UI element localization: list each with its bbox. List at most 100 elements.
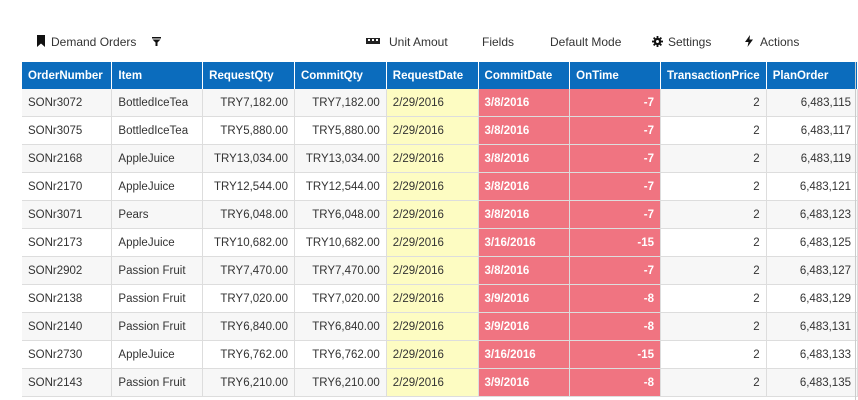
column-header[interactable]: RequestDate: [386, 62, 479, 89]
table-row: SONr2140 Passion Fruit TRY6,840.00 TRY6,840…: [22, 312, 858, 341]
table-cell: 2/29/2016: [386, 144, 479, 173]
table-cell: 2/29/2016: [386, 256, 479, 285]
table-cell: TRY7,020.00: [202, 284, 295, 313]
table-cell: 6,483,119: [766, 144, 858, 173]
table-cell: -7: [569, 89, 661, 117]
table-cell: 2: [660, 340, 767, 369]
table-cell: -7: [569, 172, 661, 201]
table-row: SONr3075 BottledIceTea TRY5,880.00 TRY5,880…: [22, 116, 858, 145]
table-cell: TRY12,544.00: [294, 172, 387, 201]
column-header[interactable]: OrderNumber: [22, 62, 113, 89]
table-cell: AppleJuice: [111, 340, 204, 369]
default-mode-button[interactable]: Default Mode: [550, 35, 622, 49]
table-cell: SONr2168: [22, 144, 113, 173]
table-cell: 6,483,133: [766, 340, 858, 369]
table-cell: 2: [660, 368, 767, 397]
filter-icon[interactable]: [152, 37, 161, 46]
column-header[interactable]: CommitDate: [478, 62, 571, 89]
table-row: SONr2902 Passion Fruit TRY7,470.00 TRY7,470…: [22, 256, 858, 285]
table-cell: TRY6,762.00: [294, 340, 387, 369]
table-cell: Passion Fruit: [111, 368, 204, 397]
demand-orders-button[interactable]: Demand Orders: [51, 35, 137, 49]
fields-button[interactable]: Fields: [482, 35, 515, 49]
table-cell: 3/8/2016: [478, 200, 571, 229]
table-cell: BottledIceTea: [111, 89, 204, 117]
table-cell: TRY6,840.00: [202, 312, 295, 341]
table-cell: 2/29/2016: [386, 312, 479, 341]
actions-button[interactable]: Actions: [760, 35, 800, 49]
table-cell: AppleJuice: [111, 172, 204, 201]
table-cell: 3/16/2016: [478, 340, 571, 369]
table-cell: SONr2173: [22, 228, 113, 257]
table-cell: 2/29/2016: [386, 228, 479, 257]
column-header[interactable]: RequestQty: [202, 62, 295, 89]
table-cell: SONr3075: [22, 116, 113, 145]
table-cell: TRY7,182.00: [202, 89, 295, 117]
header-row: OrderNumber Item RequestQty CommitQty Reques…: [22, 62, 858, 89]
table-cell: AppleJuice: [111, 228, 204, 257]
table-row: SONr2168 AppleJuice TRY13,034.00 TRY13,034.…: [22, 144, 858, 173]
table-cell: 3/8/2016: [478, 89, 571, 117]
table-cell: SONr3071: [22, 200, 113, 229]
table-cell: Passion Fruit: [111, 312, 204, 341]
table-cell: 6,483,131: [766, 312, 858, 341]
table-cell: TRY13,034.00: [294, 144, 387, 173]
table-cell: -7: [569, 116, 661, 145]
table-cell: SONr2140: [22, 312, 113, 341]
table-cell: Pears: [111, 200, 204, 229]
table-cell: TRY5,880.00: [294, 116, 387, 145]
table-cell: 2: [660, 172, 767, 201]
table-cell: 3/9/2016: [478, 284, 571, 313]
table-cell: 6,483,121: [766, 172, 858, 201]
gear-icon: [652, 36, 663, 47]
table-cell: TRY6,840.00: [294, 312, 387, 341]
table-cell: SONr2138: [22, 284, 113, 313]
table-cell: 2: [660, 312, 767, 341]
table-cell: TRY6,762.00: [202, 340, 295, 369]
table-cell: 2/29/2016: [386, 368, 479, 397]
table-cell: 2: [660, 89, 767, 117]
table-cell: 6,483,127: [766, 256, 858, 285]
table-cell: TRY6,048.00: [202, 200, 295, 229]
table-cell: SONr2143: [22, 368, 113, 397]
table-row: SONr2143 Passion Fruit TRY6,210.00 TRY6,210…: [22, 368, 858, 397]
table-cell: 3/9/2016: [478, 368, 571, 397]
table-cell: 6,483,125: [766, 228, 858, 257]
table-cell: 2/29/2016: [386, 284, 479, 313]
table-cell: -15: [569, 340, 661, 369]
table-cell: -7: [569, 200, 661, 229]
table-cell: 3/9/2016: [478, 312, 571, 341]
table-cell: TRY7,182.00: [294, 89, 387, 117]
unit-amount-button[interactable]: Unit Amout: [389, 35, 448, 49]
table-cell: TRY7,020.00: [294, 284, 387, 313]
table-cell: TRY6,210.00: [294, 368, 387, 397]
table-row: SONr2730 AppleJuice TRY6,762.00 TRY6,762.00…: [22, 340, 858, 369]
table-cell: -7: [569, 144, 661, 173]
table-cell: Passion Fruit: [111, 284, 204, 313]
table-cell: Passion Fruit: [111, 256, 204, 285]
column-header[interactable]: Item: [111, 62, 204, 89]
table-cell: -8: [569, 284, 661, 313]
column-header[interactable]: CommitQty: [294, 62, 387, 89]
table-cell: 2/29/2016: [386, 340, 479, 369]
table-cell: TRY6,210.00: [202, 368, 295, 397]
table-cell: 2/29/2016: [386, 172, 479, 201]
table-cell: -7: [569, 256, 661, 285]
settings-button[interactable]: Settings: [668, 35, 712, 49]
column-header[interactable]: PlanOrder: [766, 62, 858, 89]
column-header[interactable]: TransactionPrice: [660, 62, 767, 89]
table-cell: TRY12,544.00: [202, 172, 295, 201]
table-cell: SONr2902: [22, 256, 113, 285]
table-cell: 6,483,115: [766, 89, 858, 117]
table-cell: 2: [660, 144, 767, 173]
table-cell: TRY7,470.00: [294, 256, 387, 285]
table-cell: 3/8/2016: [478, 144, 571, 173]
column-header[interactable]: OnTime: [569, 62, 661, 89]
table-cell: 6,483,135: [766, 368, 858, 397]
bolt-icon: [745, 35, 753, 47]
table-row: SONr2173 AppleJuice TRY10,682.00 TRY10,682.…: [22, 228, 858, 257]
table-row: SONr3072 BottledIceTea TRY7,182.00 TRY7,182…: [22, 89, 858, 117]
table-cell: TRY5,880.00: [202, 116, 295, 145]
table-cell: 2: [660, 256, 767, 285]
